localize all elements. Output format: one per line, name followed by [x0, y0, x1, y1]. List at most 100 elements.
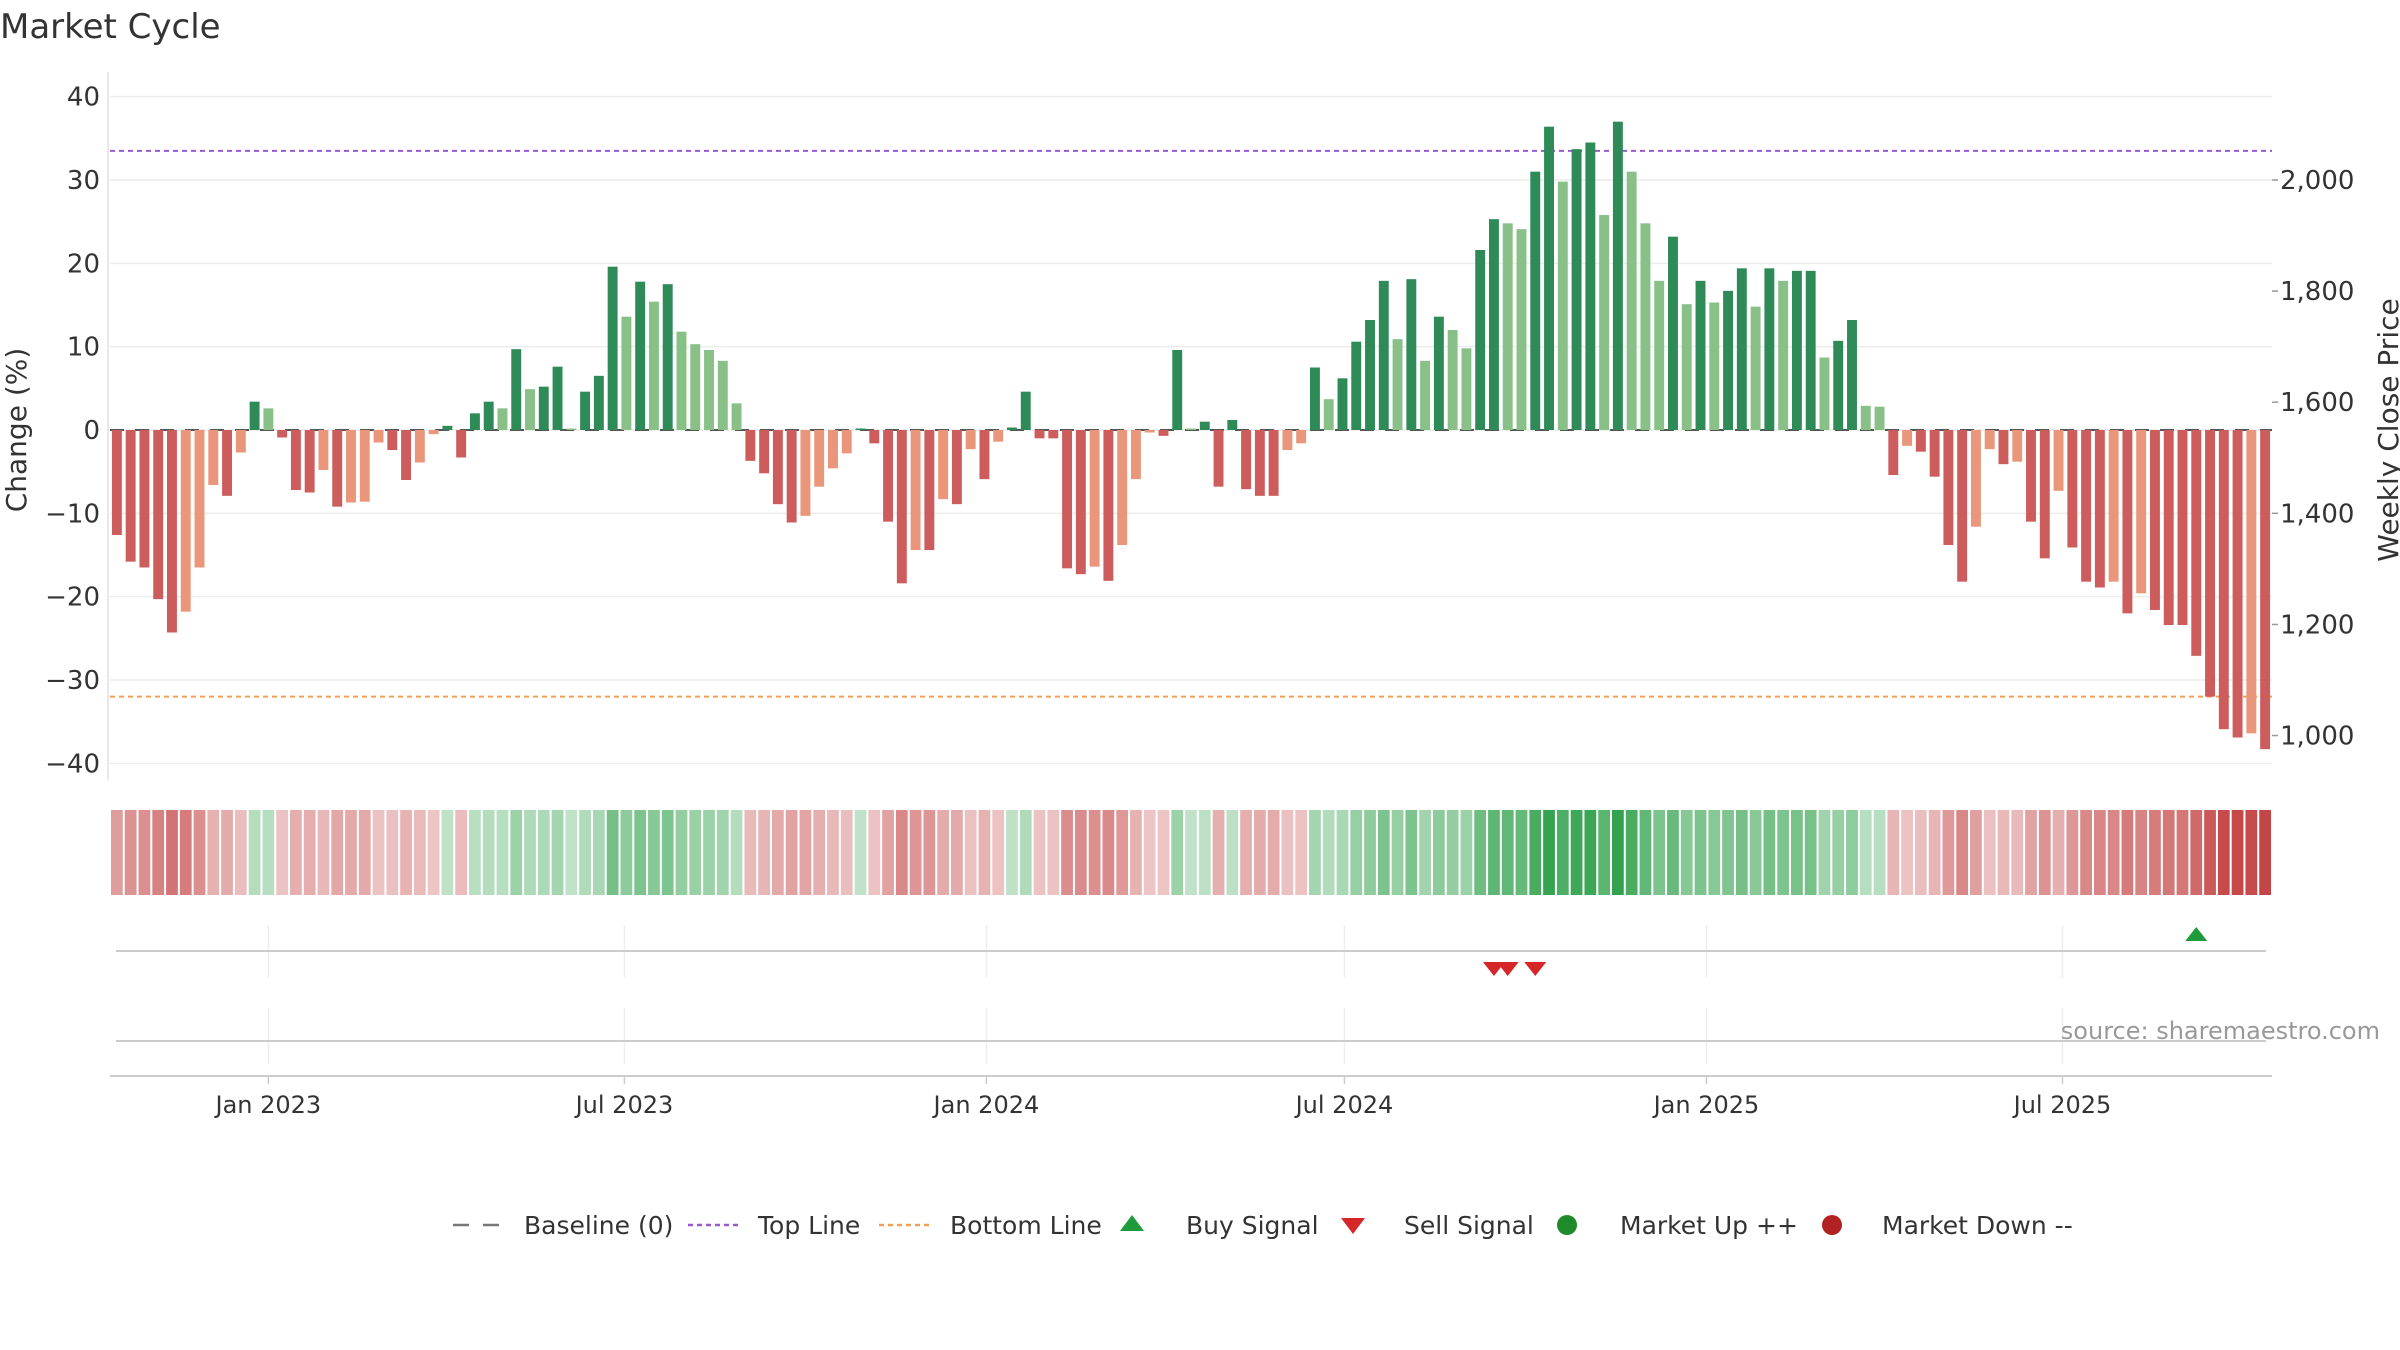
heat-cell [276, 810, 289, 895]
bar [965, 430, 976, 450]
heat-cell [207, 810, 220, 895]
chart-title: Market Cycle [0, 7, 221, 47]
bar [800, 430, 811, 516]
heat-cell [262, 810, 275, 895]
bar [828, 430, 838, 469]
heat-cell [1185, 810, 1197, 895]
heat-cell [1708, 810, 1721, 895]
bar [373, 430, 384, 443]
bar [1723, 290, 1734, 430]
heat-cell [882, 810, 894, 895]
heat-cell [606, 810, 619, 895]
bar [1750, 306, 1761, 430]
bar [759, 430, 770, 474]
bar [745, 430, 756, 461]
heat-cell [1639, 810, 1652, 895]
heat-cell [1336, 810, 1349, 895]
legend-label: Buy Signal [1186, 1211, 1319, 1240]
heat-cell [1061, 810, 1073, 895]
x-tick-label: Jan 2025 [1652, 1091, 1760, 1119]
bar [525, 389, 535, 430]
heat-cell [166, 810, 178, 895]
legend-label: Market Down -- [1882, 1211, 2073, 1240]
heat-cell [840, 810, 853, 895]
bar [1475, 250, 1486, 430]
bar [2026, 430, 2036, 522]
bar [2012, 430, 2023, 462]
bar [1654, 280, 1665, 430]
heat-cell [427, 810, 440, 895]
bar [180, 430, 191, 612]
bar [1612, 121, 1623, 431]
bar [1544, 126, 1554, 431]
heat-cell [1584, 810, 1597, 895]
heat-cell [1171, 810, 1184, 895]
reference-lines [110, 149, 2272, 698]
bar [648, 301, 659, 430]
heat-cell [1515, 810, 1528, 895]
heat-cell [2162, 810, 2175, 895]
bar [1957, 430, 1968, 582]
heat-cell [951, 810, 963, 895]
heat-cell [2093, 810, 2106, 895]
bar [2108, 430, 2119, 582]
bar [387, 430, 398, 450]
bar [1186, 428, 1196, 430]
heat-cell [923, 810, 936, 895]
heat-cell [868, 810, 881, 895]
heat-cell [730, 810, 743, 895]
bar [1778, 280, 1789, 430]
bar [580, 391, 591, 430]
bar [1420, 360, 1431, 430]
heat-cell [331, 810, 344, 895]
heat-cell [758, 810, 770, 895]
heat-cell [1942, 810, 1955, 895]
bar [1764, 268, 1775, 430]
bar [1530, 171, 1541, 430]
bar [1847, 320, 1857, 430]
heat-cell [1763, 810, 1776, 895]
sell-signal-marker [1524, 962, 1547, 976]
bar [2081, 430, 2092, 582]
y2-tick-label: 1,000 [2280, 722, 2354, 752]
heat-cell [1570, 810, 1583, 895]
heat-cell [1350, 810, 1363, 895]
bar [2067, 430, 2078, 548]
heat-cell [455, 810, 468, 895]
bar [1144, 430, 1155, 433]
heat-cell [124, 810, 137, 895]
bar [1488, 219, 1499, 430]
heat-cell [1997, 810, 2010, 895]
heat-cell [1281, 810, 1294, 895]
heat-cell [1364, 810, 1376, 895]
bar [1461, 348, 1472, 430]
heat-cell [964, 810, 977, 895]
heat-cell [1006, 810, 1018, 895]
bar [593, 375, 604, 430]
heat-cell [1033, 810, 1046, 895]
bar [2094, 430, 2105, 588]
heat-cell [1722, 810, 1734, 895]
heat-cell [179, 810, 192, 895]
x-tick-label: Jan 2023 [214, 1091, 322, 1119]
bar [304, 430, 315, 493]
bar [1089, 430, 1100, 567]
heat-cell [111, 810, 123, 895]
bar [1943, 430, 1954, 545]
heat-cell [1653, 810, 1666, 895]
heat-cell [1419, 810, 1431, 895]
heat-cell [1377, 810, 1390, 895]
bar [607, 266, 618, 430]
bar [1599, 215, 1610, 430]
bar [1709, 302, 1720, 430]
bar [621, 316, 632, 430]
bar [1337, 378, 1348, 430]
bar [401, 430, 412, 480]
heat-cell [1667, 810, 1679, 895]
bar [497, 408, 508, 430]
heat-cell [978, 810, 991, 895]
heat-cell [1143, 810, 1156, 895]
bar [1585, 142, 1596, 430]
heat-cell [785, 810, 798, 895]
bar [1199, 421, 1210, 430]
